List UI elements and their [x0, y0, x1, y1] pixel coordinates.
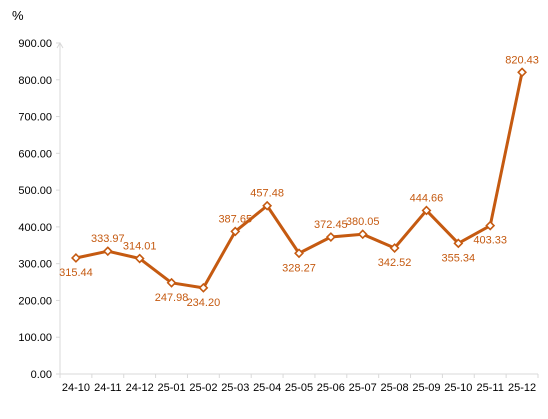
- data-point: [453, 238, 464, 249]
- x-tick-label: 25-04: [253, 382, 281, 394]
- x-tick-label: 25-07: [349, 382, 377, 394]
- y-tick-label: 300.00: [18, 259, 52, 271]
- x-tick-label: 25-01: [157, 382, 185, 394]
- data-point: [134, 253, 145, 264]
- data-point: [325, 232, 336, 242]
- x-tick-label: 25-08: [381, 382, 409, 394]
- data-point: [485, 220, 496, 231]
- data-label: 380.05: [346, 216, 380, 228]
- series-line-group: [71, 67, 527, 293]
- x-tick-label: 24-10: [62, 382, 90, 394]
- data-label: 314.01: [123, 241, 157, 253]
- x-tick-label: 25-10: [444, 382, 472, 394]
- x-tick-label: 25-12: [508, 382, 536, 394]
- y-axis: 0.00 100.00 200.00 300.00 400.00 500.00 600.00…: [18, 38, 64, 381]
- data-point: [294, 248, 304, 259]
- data-point: [357, 229, 368, 240]
- data-point: [262, 200, 273, 211]
- data-label: 342.52: [378, 257, 412, 269]
- data-label: 457.48: [250, 188, 284, 200]
- data-point: [517, 67, 527, 78]
- data-label: 820.43: [505, 54, 539, 66]
- y-tick-label: 600.00: [18, 148, 52, 160]
- y-tick-label: 100.00: [18, 332, 52, 344]
- y-unit-label: %: [12, 8, 24, 23]
- data-point: [198, 282, 209, 293]
- y-tick-label: 700.00: [18, 112, 52, 124]
- x-tick-label: 24-11: [94, 382, 121, 394]
- x-tick-label: 25-02: [189, 382, 217, 394]
- y-tick-label: 0.00: [31, 369, 52, 381]
- y-tick-label: 800.00: [18, 75, 52, 87]
- data-label: 333.97: [91, 233, 125, 245]
- x-tick-label: 25-05: [285, 382, 313, 394]
- x-axis: 24-10 24-11 24-12 25-01 25-02 25-03 25-04 25-05…: [59, 373, 539, 394]
- x-tick-label: 25-11: [477, 382, 504, 394]
- data-point: [71, 253, 81, 263]
- data-point: [389, 243, 400, 253]
- y-tick-label: 900.00: [18, 38, 52, 50]
- data-label: 444.66: [410, 192, 444, 204]
- x-tick-label: 25-03: [221, 382, 249, 394]
- x-tick-label: 25-06: [317, 382, 345, 394]
- data-label: 234.20: [187, 297, 221, 309]
- data-point: [166, 277, 177, 288]
- data-label: 328.27: [282, 262, 316, 274]
- y-tick-label: 400.00: [18, 222, 52, 234]
- y-tick-label: 200.00: [18, 295, 52, 307]
- data-point: [421, 205, 432, 216]
- data-label: 387.65: [218, 213, 252, 225]
- data-point: [102, 246, 113, 257]
- data-label: 372.45: [314, 219, 348, 231]
- y-tick-label: 500.00: [18, 185, 52, 197]
- data-label: 355.34: [442, 252, 476, 264]
- data-label: 247.98: [155, 292, 189, 304]
- data-label: 315.44: [59, 267, 93, 279]
- x-tick-label: 24-12: [126, 382, 154, 394]
- x-tick-label: 25-09: [412, 382, 440, 394]
- data-label: 403.33: [473, 235, 507, 247]
- data-point: [230, 226, 241, 237]
